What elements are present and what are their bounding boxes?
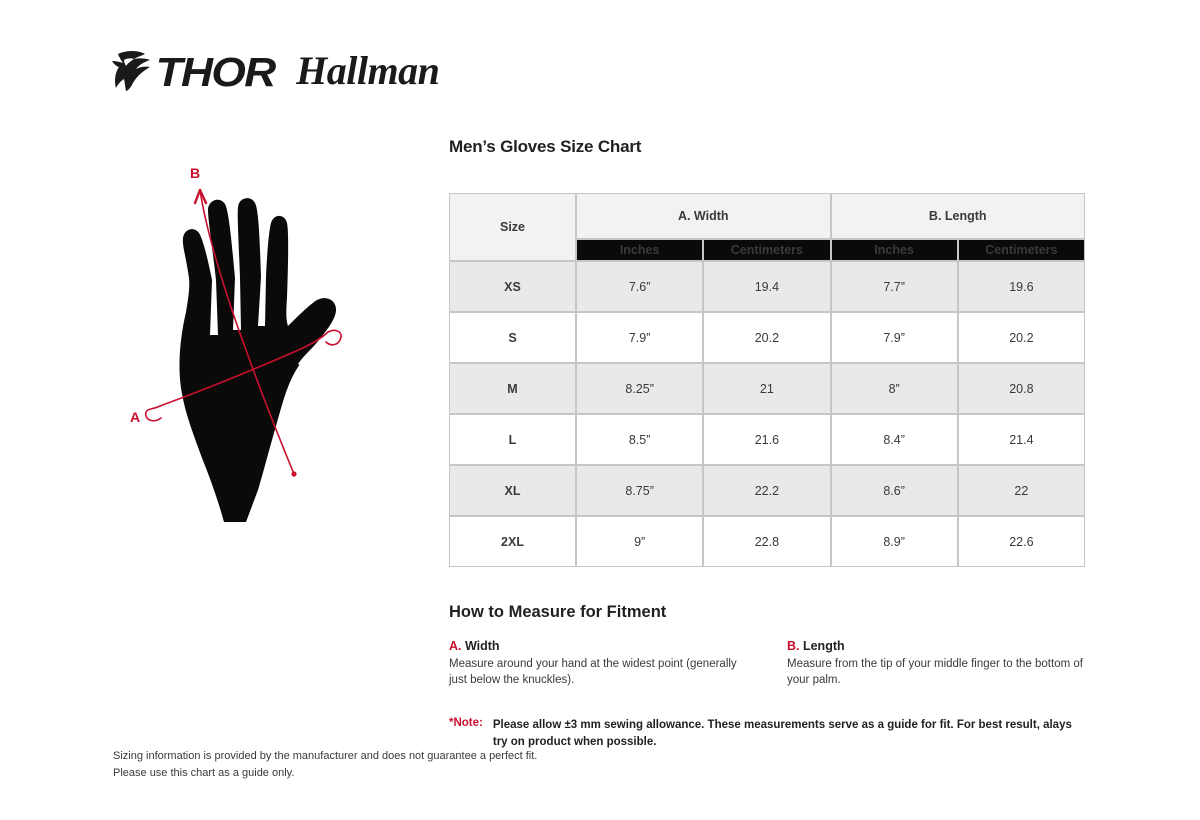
cell-length-inches: 7.7” — [830, 261, 958, 312]
glove-illustration: B A — [128, 160, 428, 540]
measure-width-name: Width — [461, 639, 500, 653]
measure-length-block: B. Length Measure from the tip of your m… — [787, 639, 1085, 689]
thor-helmet-icon — [112, 48, 158, 97]
width-arrow-a — [159, 331, 329, 407]
thor-logo: THOR — [112, 48, 276, 97]
note-text: Please allow ±3 mm sewing allowance. The… — [492, 718, 1072, 748]
cell-size: S — [449, 312, 576, 363]
header-width-group: A. Width — [576, 193, 831, 240]
cell-size: 2XL — [449, 516, 576, 567]
cell-width-inches: 7.6” — [576, 261, 704, 312]
measure-width-text: Measure around your hand at the widest p… — [449, 658, 737, 687]
cell-length-inches: 7.9” — [830, 312, 958, 363]
cell-length-centimeters: 21.4 — [957, 414, 1085, 465]
cell-width-centimeters: 22.2 — [703, 465, 831, 516]
measure-length-name: Length — [799, 639, 845, 653]
length-arrow-head — [193, 188, 208, 205]
cell-size: XS — [449, 261, 576, 312]
page-title: Men’s Gloves Size Chart — [449, 137, 642, 156]
footer-disclaimer: Sizing information is provided by the ma… — [113, 748, 537, 782]
header-width-inches: Inches — [576, 239, 704, 261]
measure-width-heading: A. Width — [449, 639, 747, 653]
header-length-centimeters: Centimeters — [957, 239, 1085, 261]
chart-content: Men’s Gloves Size Chart Size A. Width B.… — [449, 137, 1085, 751]
cell-size: M — [449, 363, 576, 414]
measure-section-title: How to Measure for Fitment — [449, 603, 667, 621]
table-row: L 8.5” 21.6 8.4” 21.4 — [449, 414, 1085, 465]
note-label: *Note: — [449, 716, 483, 729]
cell-width-centimeters: 20.2 — [703, 312, 831, 363]
table-row: S 7.9” 20.2 7.9” 20.2 — [449, 312, 1085, 363]
cell-size: L — [449, 414, 576, 465]
hallman-logo: Hallman — [296, 47, 440, 93]
thor-wordmark: THOR — [155, 49, 277, 95]
measure-length-text: Measure from the tip of your middle fing… — [787, 658, 1083, 687]
cell-width-inches: 8.25” — [576, 363, 704, 414]
cell-length-inches: 8.6” — [830, 465, 958, 516]
label-a: A — [130, 409, 140, 425]
label-b: B — [190, 165, 200, 181]
cell-width-centimeters: 19.4 — [703, 261, 831, 312]
measure-width-block: A. Width Measure around your hand at the… — [449, 639, 747, 689]
measure-length-letter: B. — [787, 639, 800, 653]
length-arrow-b — [199, 189, 295, 475]
cell-width-inches: 8.5” — [576, 414, 704, 465]
cell-length-centimeters: 20.2 — [957, 312, 1085, 363]
width-arrow-head-right — [325, 329, 342, 346]
cell-width-inches: 7.9” — [576, 312, 704, 363]
table-row: M 8.25” 21 8” 20.8 — [449, 363, 1085, 414]
cell-length-centimeters: 19.6 — [957, 261, 1085, 312]
table-row: 2XL 9” 22.8 8.9” 22.6 — [449, 516, 1085, 567]
glove-silhouette — [179, 198, 337, 522]
cell-width-centimeters: 21 — [703, 363, 831, 414]
cell-width-centimeters: 21.6 — [703, 414, 831, 465]
measurement-arrows — [144, 188, 342, 477]
cell-length-inches: 8.9” — [830, 516, 958, 567]
header-size: Size — [449, 193, 576, 261]
cell-length-centimeters: 20.8 — [957, 363, 1085, 414]
header-length-group: B. Length — [830, 193, 1085, 240]
footer-line-1: Sizing information is provided by the ma… — [113, 750, 538, 762]
cell-length-centimeters: 22.6 — [957, 516, 1085, 567]
note-row: *Note: Please allow ±3 mm sewing allowan… — [449, 717, 1085, 752]
header-width-centimeters: Centimeters — [703, 239, 831, 261]
cell-length-inches: 8” — [830, 363, 958, 414]
cell-length-inches: 8.4” — [830, 414, 958, 465]
measure-width-letter: A. — [449, 639, 462, 653]
table-row: XL 8.75” 22.2 8.6” 22 — [449, 465, 1085, 516]
cell-length-centimeters: 22 — [957, 465, 1085, 516]
brand-logo-bar: THOR Hallman — [112, 47, 440, 97]
cell-width-inches: 9” — [576, 516, 704, 567]
size-chart-table: Size A. Width B. Length Inches Centimete… — [449, 193, 1085, 567]
footer-line-2: Please use this chart as a guide only. — [113, 767, 295, 780]
table-row: XS 7.6” 19.4 7.7” 19.6 — [449, 261, 1085, 312]
header-length-inches: Inches — [830, 239, 958, 261]
measure-length-heading: B. Length — [787, 639, 1085, 653]
cell-size: XL — [449, 465, 576, 516]
measure-columns: A. Width Measure around your hand at the… — [449, 639, 1085, 689]
cell-width-centimeters: 22.8 — [703, 516, 831, 567]
width-arrow-head-left — [144, 405, 162, 422]
cell-width-inches: 8.75” — [576, 465, 704, 516]
